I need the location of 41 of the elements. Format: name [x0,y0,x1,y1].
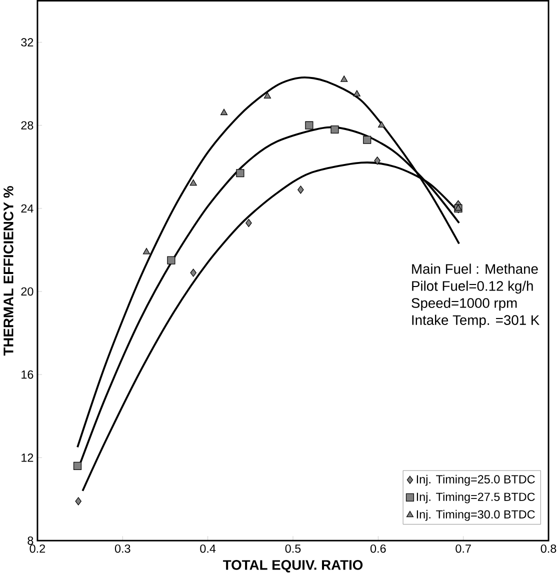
point [236,169,244,178]
point [362,136,372,144]
y-tick-label: 32 [21,38,34,46]
annotation: Main Fuel : Methane [412,264,538,274]
point [167,256,176,264]
point [330,125,339,134]
legend-label: Inj. Timing=27.5 BTDC [416,492,535,504]
y-tick-label: 24 [21,204,34,213]
x-tick-label: 0.2 [30,544,45,553]
y-tick-label: 28 [21,121,34,130]
x-tick-label: 0.8 [540,544,556,553]
x-tick-label: 0.4 [200,544,216,553]
point [378,121,386,128]
annotation: Intake Temp. =301 K [412,314,540,328]
x-tick-label: 0.7 [456,544,471,553]
y-tick-label: 12 [21,454,34,462]
point [264,92,271,98]
x-tick-label: 0.3 [114,544,130,553]
annotation: Pilot Fuel=0.12 kg/h [412,280,533,294]
point [374,156,380,165]
legend-label: Inj. Timing=25.0 BTDC [416,474,535,486]
x-tick-label: 0.6 [370,544,386,553]
legend-label: Inj. Timing=30.0 BTDC [416,510,535,521]
y-tick-label: 20 [21,287,34,296]
point [245,218,252,227]
y-tick-label: 16 [21,370,34,379]
point [305,121,314,130]
point [73,462,82,470]
point [353,90,360,96]
y-axis-title: THERMAL EFFICIENCY % [3,186,14,356]
y-tick-label: 8 [28,536,34,545]
point [75,497,82,506]
point [190,268,196,277]
point [220,108,228,116]
point [297,186,304,194]
x-axis-title: TOTAL EQUIV. RATIO [222,560,362,572]
point [190,179,197,186]
point [340,76,348,82]
x-tick-label: 0.5 [285,544,301,553]
annotation: Speed=1000 rpm [412,298,517,311]
point [142,248,150,254]
